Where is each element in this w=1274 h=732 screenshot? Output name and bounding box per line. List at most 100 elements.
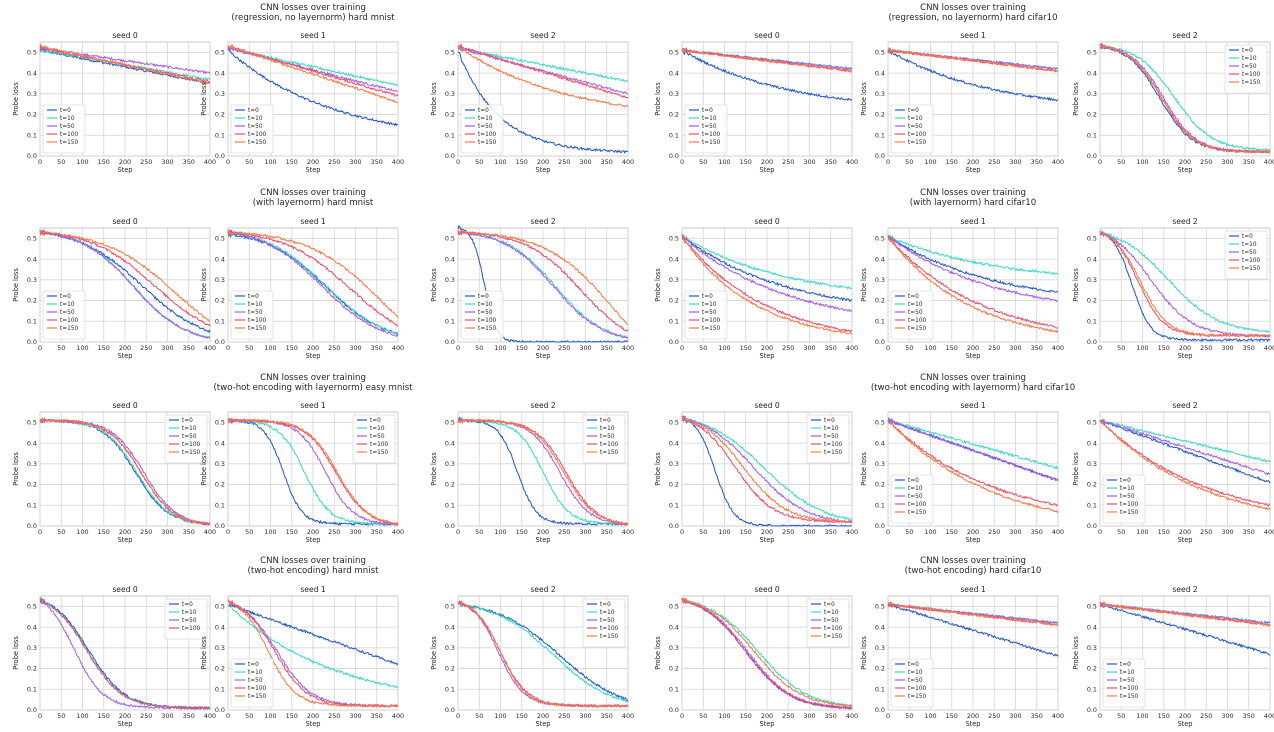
group-title: (regression, no layernorm) hard cifar10	[888, 13, 1057, 23]
y-axis-label: Probe loss	[860, 82, 868, 116]
series-line-t150	[227, 230, 399, 319]
panel-title: seed 1	[960, 217, 986, 226]
x-tick-label: 50	[699, 158, 707, 166]
x-tick-label: 300	[161, 712, 173, 720]
y-tick-label: 0.1	[1087, 317, 1097, 325]
x-tick-label: 400	[622, 528, 634, 536]
legend-label: t=150	[1242, 80, 1261, 86]
legend: t=0 t=10 t=50 t=100 t=150	[230, 658, 274, 708]
y-tick-label: 0.3	[875, 276, 885, 284]
panel-2-2: 0 50 100 150 200 250 300 350 400 0.0 0.1 0.2 0.3 0.4 0…	[430, 217, 634, 360]
y-tick-label: 0.1	[669, 685, 679, 693]
y-tick-label: 0.0	[875, 522, 885, 530]
series-line-t100	[39, 597, 211, 710]
legend-label: t=150	[248, 140, 267, 146]
legend: t=0 t=10 t=50 t=100 t=150	[1102, 474, 1146, 524]
series-line-t150	[457, 228, 629, 326]
legend-box	[1224, 44, 1268, 94]
legend-label: t=0	[370, 418, 381, 424]
y-tick-label: 0.5	[669, 603, 679, 611]
x-tick-label: 100	[718, 712, 730, 720]
legend-label: t=100	[182, 626, 201, 632]
y-axis-label: Probe loss	[430, 268, 438, 302]
y-tick-label: 0.4	[27, 69, 37, 77]
y-axis-label: Probe loss	[430, 82, 438, 116]
x-tick-label: 400	[846, 712, 858, 720]
x-tick-label: 250	[328, 344, 340, 352]
group-title: CNN losses over training	[920, 373, 1026, 383]
series-line-t150	[457, 46, 629, 108]
y-tick-label: 0.2	[1087, 665, 1097, 673]
y-tick-label: 0.1	[445, 131, 455, 139]
y-tick-label: 0.0	[669, 522, 679, 530]
legend-box	[1102, 658, 1146, 708]
series-line-t10	[457, 44, 629, 83]
x-tick-label: 0	[226, 712, 230, 720]
x-tick-label: 150	[98, 158, 110, 166]
legend: t=0 t=10 t=50 t=100 t=150	[890, 474, 934, 524]
y-tick-label: 0.4	[445, 439, 455, 447]
series-line-t150	[457, 416, 629, 526]
y-tick-label: 0.4	[445, 623, 455, 631]
panel-0-1: 0 50 100 150 200 250 300 350 4000.00.10.20.30.40…	[200, 31, 404, 174]
y-tick-label: 0.5	[215, 235, 225, 243]
x-tick-label: 250	[558, 712, 570, 720]
legend-box	[1102, 474, 1146, 524]
y-tick-label: 0.5	[1087, 419, 1097, 427]
x-tick-label: 400	[622, 344, 634, 352]
x-axis-label: Step	[535, 536, 550, 544]
legend-label: t=50	[824, 434, 839, 440]
x-tick-label: 100	[76, 344, 88, 352]
x-tick-label: 0	[886, 344, 890, 352]
series-line-t50	[457, 230, 629, 339]
y-tick-label: 0.4	[669, 255, 679, 263]
legend-label: t=150	[824, 450, 843, 456]
x-tick-label: 250	[328, 712, 340, 720]
x-tick-label: 400	[1264, 344, 1274, 352]
y-axis-label: Probe loss	[1072, 452, 1080, 486]
x-tick-label: 250	[988, 158, 1000, 166]
group-title: (two-hot encoding) hard mnist	[248, 566, 380, 576]
x-tick-label: 50	[699, 344, 707, 352]
x-tick-label: 150	[946, 158, 958, 166]
panel-title: seed 0	[754, 217, 780, 226]
series-line-t10	[1099, 43, 1271, 152]
legend-label: t=50	[824, 618, 839, 624]
series-line-t10	[681, 417, 853, 521]
panel-title: seed 1	[960, 401, 986, 410]
legend-label: t=100	[370, 442, 389, 448]
legend-label: t=100	[824, 626, 843, 632]
x-tick-label: 300	[579, 528, 591, 536]
x-tick-label: 350	[1243, 528, 1255, 536]
group-title: CNN losses over training	[260, 556, 366, 566]
legend-label: t=50	[248, 124, 263, 130]
series-line-t100	[681, 598, 853, 710]
x-tick-label: 150	[1158, 712, 1170, 720]
series-line-t150	[457, 600, 629, 708]
y-tick-label: 0.1	[1087, 131, 1097, 139]
y-tick-label: 0.3	[215, 90, 225, 98]
x-tick-label: 50	[245, 712, 253, 720]
x-tick-label: 400	[1052, 344, 1064, 352]
x-tick-label: 250	[140, 158, 152, 166]
legend-box	[42, 290, 86, 340]
x-tick-label: 400	[204, 158, 216, 166]
y-tick-label: 0.5	[445, 49, 455, 57]
legend-label: t=100	[60, 318, 79, 324]
legend-label: t=10	[824, 426, 839, 432]
y-tick-label: 0.1	[445, 501, 455, 509]
x-tick-label: 300	[1009, 158, 1021, 166]
x-tick-label: 100	[264, 712, 276, 720]
x-tick-label: 0	[456, 344, 460, 352]
legend-label: t=0	[182, 602, 193, 608]
legend-label: t=150	[478, 140, 497, 146]
series-line-t0	[681, 235, 853, 302]
legend-label: t=50	[182, 618, 197, 624]
y-tick-label: 0.0	[27, 152, 37, 160]
x-tick-label: 150	[740, 712, 752, 720]
y-tick-label: 0.2	[669, 297, 679, 305]
legend-label: t=150	[600, 450, 619, 456]
x-tick-label: 250	[558, 158, 570, 166]
x-tick-label: 100	[494, 712, 506, 720]
